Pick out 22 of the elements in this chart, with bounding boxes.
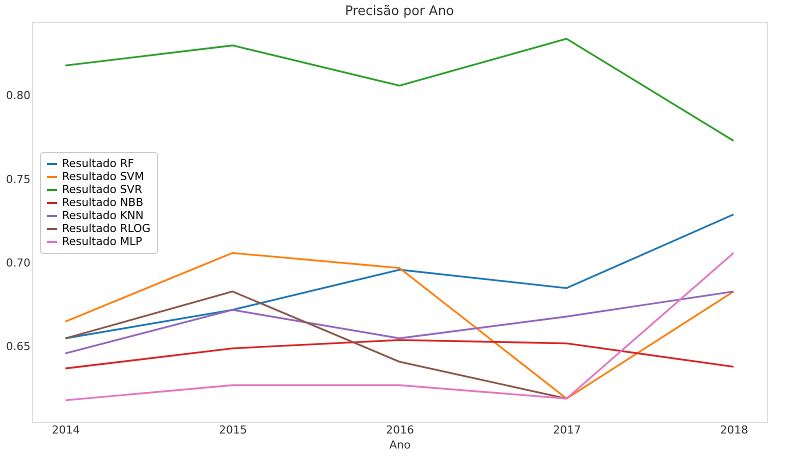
y-tick-label: 0.70	[6, 256, 30, 270]
legend-label: Resultado SVM	[62, 170, 144, 183]
legend-label: Resultado SVR	[62, 183, 142, 196]
x-tick-label: 2015	[218, 424, 247, 436]
line-series	[64, 38, 734, 142]
line-series	[64, 339, 734, 370]
x-tick-label: 2014	[52, 424, 80, 436]
legend-label: Resultado NBB	[62, 196, 144, 209]
chart-title: Precisão por Ano	[344, 4, 454, 19]
y-tick-label: 0.80	[6, 89, 30, 102]
y-tick-label: 0.75	[6, 172, 30, 186]
x-axis-title: Ano	[389, 438, 411, 452]
x-tick-label: 2017	[553, 424, 582, 436]
legend-label: Resultado MLP	[62, 235, 143, 248]
line-series	[64, 290, 568, 400]
legend-label: Resultado RLOG	[62, 222, 150, 235]
x-tick-label: 2016	[386, 424, 414, 436]
y-tick-label: 0.65	[6, 340, 30, 354]
legend-label: Resultado KNN	[62, 209, 144, 222]
line-series	[64, 290, 734, 354]
legend-label: Resultado RF	[62, 157, 134, 170]
x-tick-label: 2018	[720, 424, 748, 436]
